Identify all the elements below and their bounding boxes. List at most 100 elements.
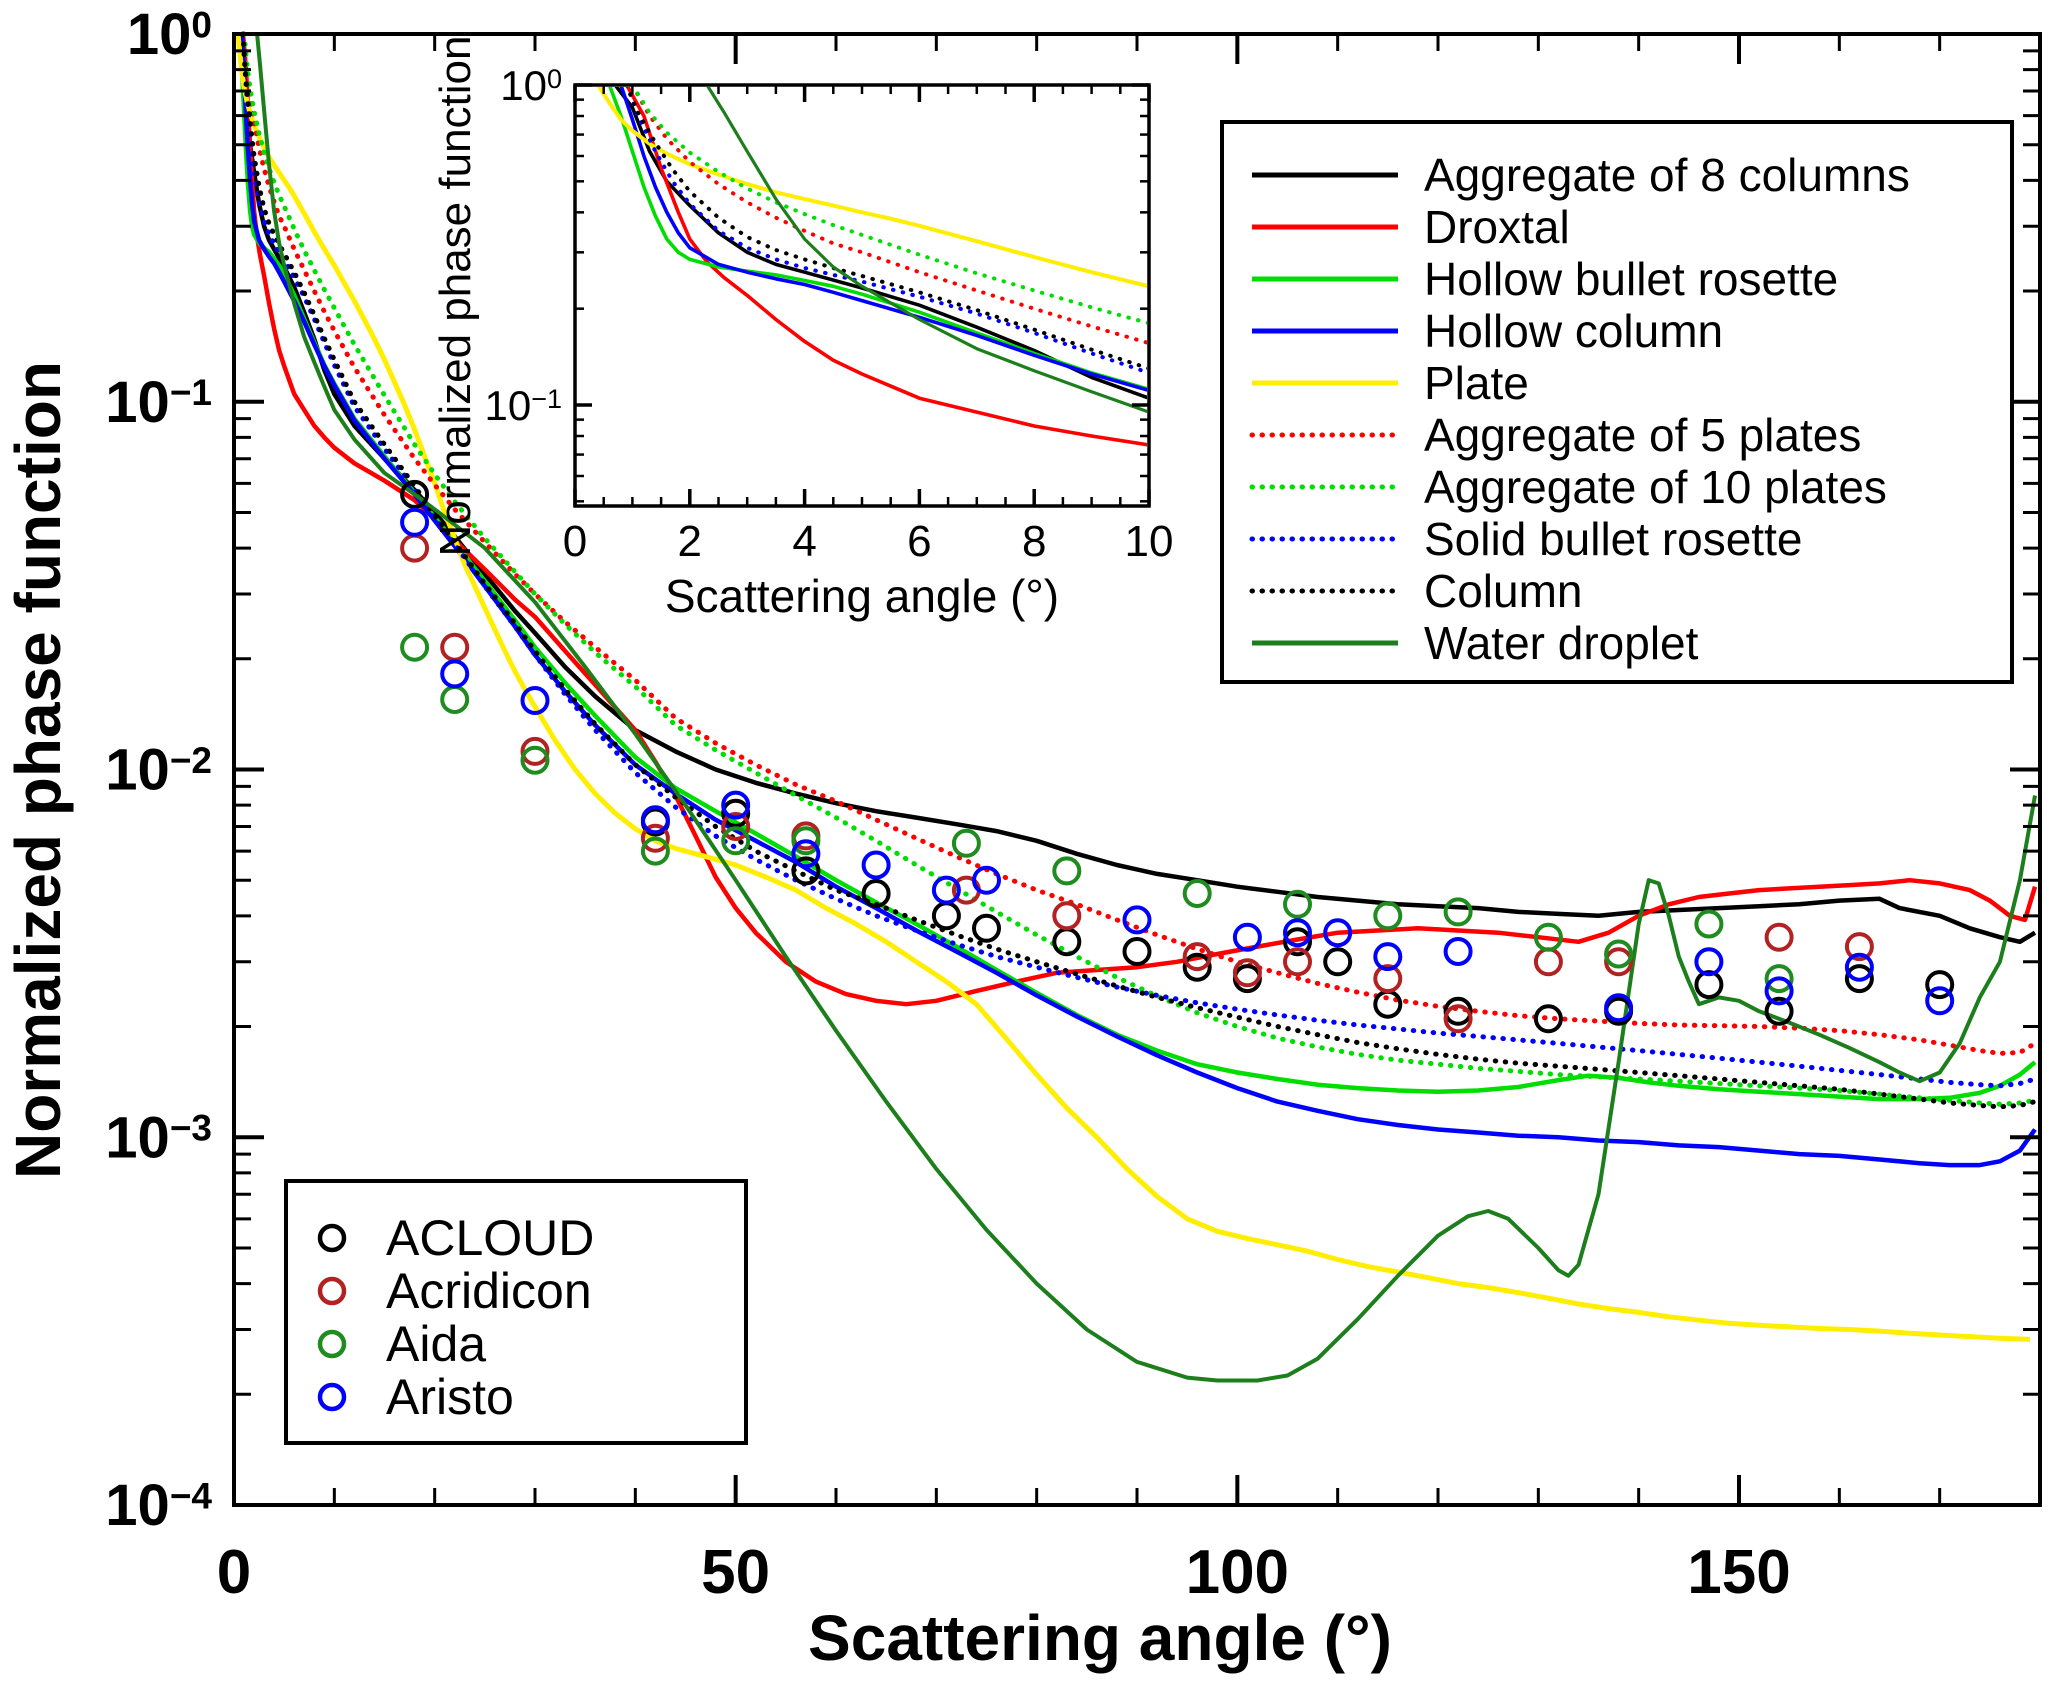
inset-x-tick-label-6: 6 (907, 517, 931, 566)
legend-item-hollow-bullet-rosette: Hollow bullet rosette (1252, 253, 1838, 305)
y-axis-title: Normalized phase function (2, 361, 74, 1179)
scatter-point-aida (1443, 897, 1473, 927)
legend-item-water-droplet: Water droplet (1252, 617, 1699, 669)
inset-x-tick-label-10: 10 (1125, 517, 1174, 566)
scatter-acloud (400, 479, 1955, 1034)
scatter-point-aida (440, 685, 470, 714)
main-series-aggregate-of-8-columns (238, 33, 2037, 945)
inset-series (596, 87, 1147, 447)
scatter-point-acloud (721, 798, 751, 828)
inset-series-hollow-bullet-rosette (608, 87, 1147, 391)
scatter-point-aida (1283, 889, 1312, 919)
main-series-aggregate-of-5-plates (241, 31, 2038, 1056)
legend-label: ACLOUD (386, 1210, 594, 1266)
scatter-point-acridicon (1764, 922, 1794, 952)
main-series (236, 31, 2038, 1383)
main-series-hollow-bullet-rosette (237, 33, 2037, 1102)
scatter-point-acridicon (1844, 932, 1874, 962)
inset-x-tick-label-0: 0 (563, 517, 587, 566)
y-tick-label-1e0: 100 (127, 2, 212, 67)
legend-item-droxtal: Droxtal (1252, 201, 1570, 253)
legend-circle-marker (317, 1223, 347, 1253)
scatter-point-acloud (1052, 927, 1082, 957)
y-tick-label-1e-3: 10−3 (105, 1105, 212, 1170)
main-series-water-droplet (239, 32, 2037, 1383)
scatter-point-acridicon (400, 533, 430, 563)
x-tick-label-100: 100 (1186, 1538, 1289, 1607)
main-series-column (240, 31, 2038, 1110)
legend-label: Plate (1424, 357, 1529, 409)
scatter-point-aristo (400, 507, 430, 537)
scatter-point-acridicon (1443, 1004, 1473, 1034)
scatter-point-acridicon (1232, 958, 1262, 988)
scatter-point-acloud (1283, 927, 1312, 957)
scatter-point-acloud (1182, 952, 1212, 982)
scatter-point-acloud (1443, 996, 1473, 1026)
scatter-point-acloud (1764, 996, 1794, 1026)
legend-item-aggregate-of-8-columns: Aggregate of 8 columns (1252, 149, 1910, 201)
scatter-point-acloud (1925, 970, 1955, 1000)
scatter-point-aristo (791, 839, 821, 869)
scatter-point-aida (1764, 964, 1794, 994)
legend-label: Aristo (386, 1369, 514, 1425)
scatter-point-aida (640, 836, 670, 866)
scatter-point-aristo (1694, 947, 1724, 977)
inset-series-column (625, 87, 1147, 370)
x-tick-label-0: 0 (217, 1538, 251, 1607)
inset-x-axis-title: Scattering angle (°) (665, 570, 1059, 622)
scatter-point-aristo (861, 850, 891, 880)
scatter-point-aida (1694, 909, 1724, 939)
scatter-point-acloud (1694, 970, 1724, 1000)
legend-item-aristo: Aristo (317, 1369, 514, 1425)
legend-box-campaigns (284, 1179, 748, 1445)
scatter-point-aristo (1443, 937, 1473, 966)
legend-item-aida: Aida (317, 1316, 486, 1372)
scatter-point-aristo (1844, 952, 1874, 982)
inset-y-tick-label-1e0: 100 (500, 62, 562, 109)
legend-label: Droxtal (1424, 201, 1570, 253)
inset-frame: 0 2 4 6 8 10 100 10−1 (484, 62, 1173, 566)
y-tick-label-1e-2: 10−2 (105, 738, 212, 803)
main-series-solid-bullet-rosette (240, 31, 2038, 1089)
inset-y-axis-title: Normalized phase function (431, 36, 480, 557)
legend-item-solid-bullet-rosette: Solid bullet rosette (1249, 513, 1802, 565)
scatter-point-acloud (791, 856, 821, 886)
scatter-point-acridicon (1052, 901, 1082, 931)
main-series-droxtal (240, 33, 2038, 1007)
scatter-point-acridicon (1283, 947, 1312, 977)
legend-circle-marker (317, 1329, 347, 1359)
legend-item-plate: Plate (1252, 357, 1529, 409)
scatter-point-aida (951, 828, 981, 858)
legend-label: Hollow column (1424, 305, 1723, 357)
scatter-point-acloud (400, 479, 430, 509)
campaign-scatter (400, 479, 1955, 1034)
legend-circle-marker (317, 1382, 347, 1412)
legend-item-aggregate-of-5-plates: Aggregate of 5 plates (1249, 409, 1861, 461)
legend-label: Column (1424, 565, 1583, 617)
scatter-aida (400, 632, 1794, 994)
scatter-point-acloud (1844, 964, 1874, 994)
inset-x-tick-label-4: 4 (792, 517, 816, 566)
scatter-point-aristo (1373, 942, 1403, 972)
scatter-point-aristo (1764, 976, 1794, 1006)
inset-y-tick-label-1e-1: 10−1 (484, 382, 562, 429)
y-tick-label-1e-1: 10−1 (105, 370, 212, 435)
scatter-point-aida (400, 632, 430, 662)
legend-label: Aggregate of 5 plates (1424, 409, 1861, 461)
scatter-point-acridicon (520, 736, 550, 766)
scatter-point-aida (520, 745, 550, 775)
x-axis-title: Scattering angle (°) (808, 1602, 1392, 1674)
scatter-point-acridicon (1533, 947, 1563, 977)
scatter-point-aristo (931, 875, 961, 905)
scatter-point-aristo (1604, 993, 1634, 1023)
scatter-point-acloud (1373, 989, 1403, 1019)
scatter-aristo (400, 507, 1955, 1023)
inset-series-water-droplet (706, 87, 1147, 414)
x-tick-label-50: 50 (701, 1538, 770, 1607)
scatter-point-aristo (1232, 922, 1262, 952)
legend-label: Hollow bullet rosette (1424, 253, 1838, 305)
inset-series-aggregate-of-8-columns (614, 87, 1147, 400)
